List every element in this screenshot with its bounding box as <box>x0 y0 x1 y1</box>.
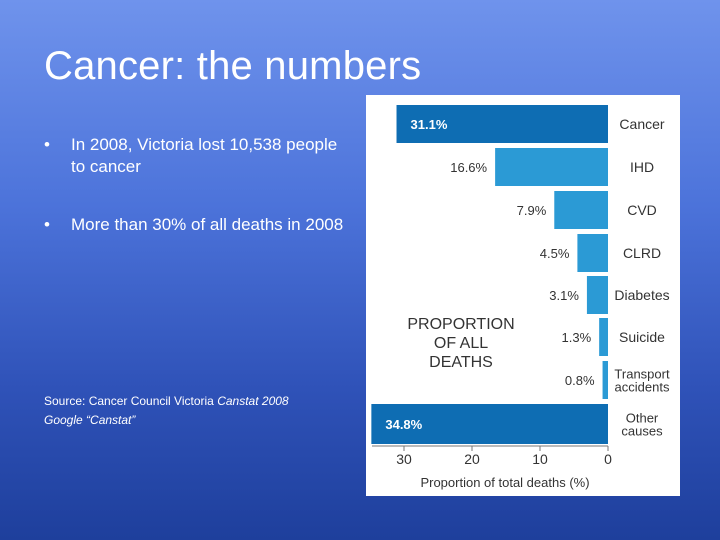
x-tick-label: 10 <box>532 451 548 467</box>
source-line-2: Google “Canstat” <box>44 413 136 427</box>
deaths-bar-chart: 31.1% Cancer 16.6% IHD 7.9% CVD 4.5% CLRD 3.1% Di… <box>371 105 670 490</box>
category-label: causes <box>621 424 663 439</box>
bar-other-causes <box>371 404 608 444</box>
bar-cancer <box>396 105 608 143</box>
value-label: 0.8% <box>565 373 595 388</box>
x-tick-label: 0 <box>604 451 612 467</box>
category-label: Suicide <box>619 329 665 345</box>
bar-transport-accidents <box>602 361 608 399</box>
x-axis-label: Proportion of total deaths (%) <box>420 475 589 490</box>
value-label: 3.1% <box>549 288 579 303</box>
source-prefix: Source: Cancer Council Victoria <box>44 394 214 408</box>
category-label: IHD <box>630 159 654 175</box>
category-label: CLRD <box>623 245 661 261</box>
value-label: 7.9% <box>517 203 547 218</box>
category-label: Cancer <box>619 116 664 132</box>
bullet-item: • More than 30% of all deaths in 2008 <box>44 214 354 236</box>
category-label: CVD <box>627 202 657 218</box>
value-label: 31.1% <box>411 117 448 132</box>
category-label: Transport <box>614 367 670 382</box>
x-tick-label: 30 <box>396 451 412 467</box>
bullet-text: More than 30% of all deaths in 2008 <box>71 215 344 234</box>
value-label: 34.8% <box>385 417 422 432</box>
bullet-item: • In 2008, Victoria lost 10,538 people t… <box>44 134 354 178</box>
bar-suicide <box>599 318 608 356</box>
bar-cvd <box>554 191 608 229</box>
source-publication: Canstat 2008 <box>217 394 289 408</box>
value-label: 16.6% <box>450 160 487 175</box>
x-tick-label: 20 <box>464 451 480 467</box>
category-label: Other <box>626 411 659 426</box>
slide-title: Cancer: the numbers <box>44 44 422 88</box>
bar-diabetes <box>586 276 608 314</box>
bullet-dot: • <box>44 135 50 154</box>
value-label: 1.3% <box>562 330 592 345</box>
category-label: accidents <box>615 380 670 395</box>
bar-clrd <box>577 234 608 272</box>
source-note: Source: Cancer Council Victoria Canstat … <box>44 392 289 430</box>
category-label: Diabetes <box>614 287 669 303</box>
bar-ihd <box>495 148 608 186</box>
bullet-dot: • <box>44 215 50 234</box>
value-label: 4.5% <box>540 246 570 261</box>
chart-title-line: DEATHS <box>429 354 493 371</box>
chart-title-line: PROPORTION <box>407 316 514 333</box>
bullet-text: In 2008, Victoria lost 10,538 people to … <box>71 135 338 176</box>
source-line: Source: Cancer Council Victoria Canstat … <box>44 392 289 411</box>
chart-panel: 31.1% Cancer 16.6% IHD 7.9% CVD 4.5% CLRD 3.1% Di… <box>366 95 680 496</box>
chart-title-line: OF ALL <box>434 335 488 352</box>
